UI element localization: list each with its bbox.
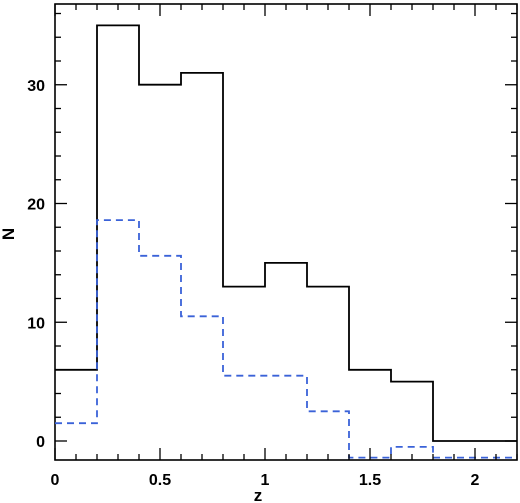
plot-area <box>54 3 518 461</box>
x-tick-label: 2 <box>471 472 480 489</box>
y-tick-label: 20 <box>27 197 45 214</box>
series-layer <box>55 24 517 459</box>
x-tick-label: 0.5 <box>149 472 171 489</box>
series-line-1 <box>55 24 517 442</box>
x-axis-title: z <box>254 486 263 503</box>
y-tick-label: 10 <box>27 315 45 332</box>
x-tick-label: 1 <box>261 472 270 489</box>
ticks-layer <box>54 4 518 460</box>
x-tick-label: 1.5 <box>359 472 381 489</box>
x-tick-label: 0 <box>51 472 60 489</box>
series-line-2 <box>55 219 517 459</box>
y-tick-label: 0 <box>36 434 45 451</box>
y-tick-label: 30 <box>27 78 45 95</box>
plot-frame <box>54 3 518 461</box>
y-axis-title: N <box>0 228 18 240</box>
